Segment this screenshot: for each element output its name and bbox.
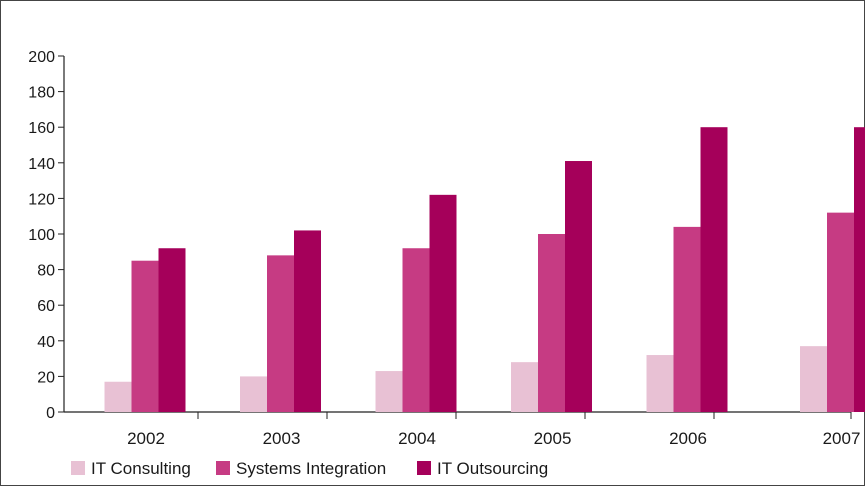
y-tick-label: 0 — [46, 405, 55, 422]
legend-swatch — [417, 461, 431, 475]
legend: IT Consulting Systems Integration IT Outso… — [71, 459, 548, 478]
x-category-label: 2004 — [398, 429, 436, 448]
bar-it-consulting-2003 — [240, 376, 267, 412]
bar-it-consulting-2002 — [105, 382, 132, 412]
y-tick-label: 180 — [28, 85, 55, 102]
bar-it-consulting-2006 — [647, 355, 674, 412]
x-category-label: 2003 — [263, 429, 301, 448]
bar-systems-integration-2004 — [403, 248, 430, 412]
y-tick-label: 40 — [37, 334, 55, 351]
bar-systems-integration-2003 — [267, 255, 294, 412]
y-tick-label: 80 — [37, 263, 55, 280]
y-tick-label: 160 — [28, 120, 55, 137]
y-axis-ticks: 0 20 40 60 80 100 120 140 160 180 200 — [28, 49, 64, 422]
bar-systems-integration-2002 — [132, 261, 159, 412]
legend-label: IT Consulting — [91, 459, 191, 478]
y-tick-label: 120 — [28, 191, 55, 208]
bar-systems-integration-2005 — [538, 234, 565, 412]
y-tick-label: 200 — [28, 49, 55, 66]
y-tick-label: 140 — [28, 156, 55, 173]
legend-swatch — [71, 461, 85, 475]
x-axis-ticks: 2002 2003 2004 2005 2006 2007 — [127, 412, 860, 448]
x-category-label: 2002 — [127, 429, 165, 448]
bar-it-consulting-2004 — [376, 371, 403, 412]
bar-it-outsourcing-2006 — [701, 127, 728, 412]
bar-it-outsourcing-2002 — [159, 248, 186, 412]
y-tick-label: 100 — [28, 227, 55, 244]
y-tick-label: 20 — [37, 369, 55, 386]
bar-it-consulting-2005 — [511, 362, 538, 412]
bars-group — [105, 127, 865, 412]
bar-systems-integration-2006 — [674, 227, 701, 412]
legend-label: Systems Integration — [236, 459, 386, 478]
y-tick-label: 60 — [37, 298, 55, 315]
x-category-label: 2007 — [823, 429, 861, 448]
legend-swatch — [216, 461, 230, 475]
bar-it-outsourcing-2005 — [565, 161, 592, 412]
legend-label: IT Outsourcing — [437, 459, 548, 478]
bar-it-consulting-2007 — [800, 346, 827, 412]
bar-it-outsourcing-2004 — [430, 195, 457, 412]
bar-it-outsourcing-2007 — [854, 127, 865, 412]
bar-systems-integration-2007 — [827, 213, 854, 412]
bar-it-outsourcing-2003 — [294, 230, 321, 412]
x-category-label: 2005 — [534, 429, 572, 448]
x-category-label: 2006 — [669, 429, 707, 448]
